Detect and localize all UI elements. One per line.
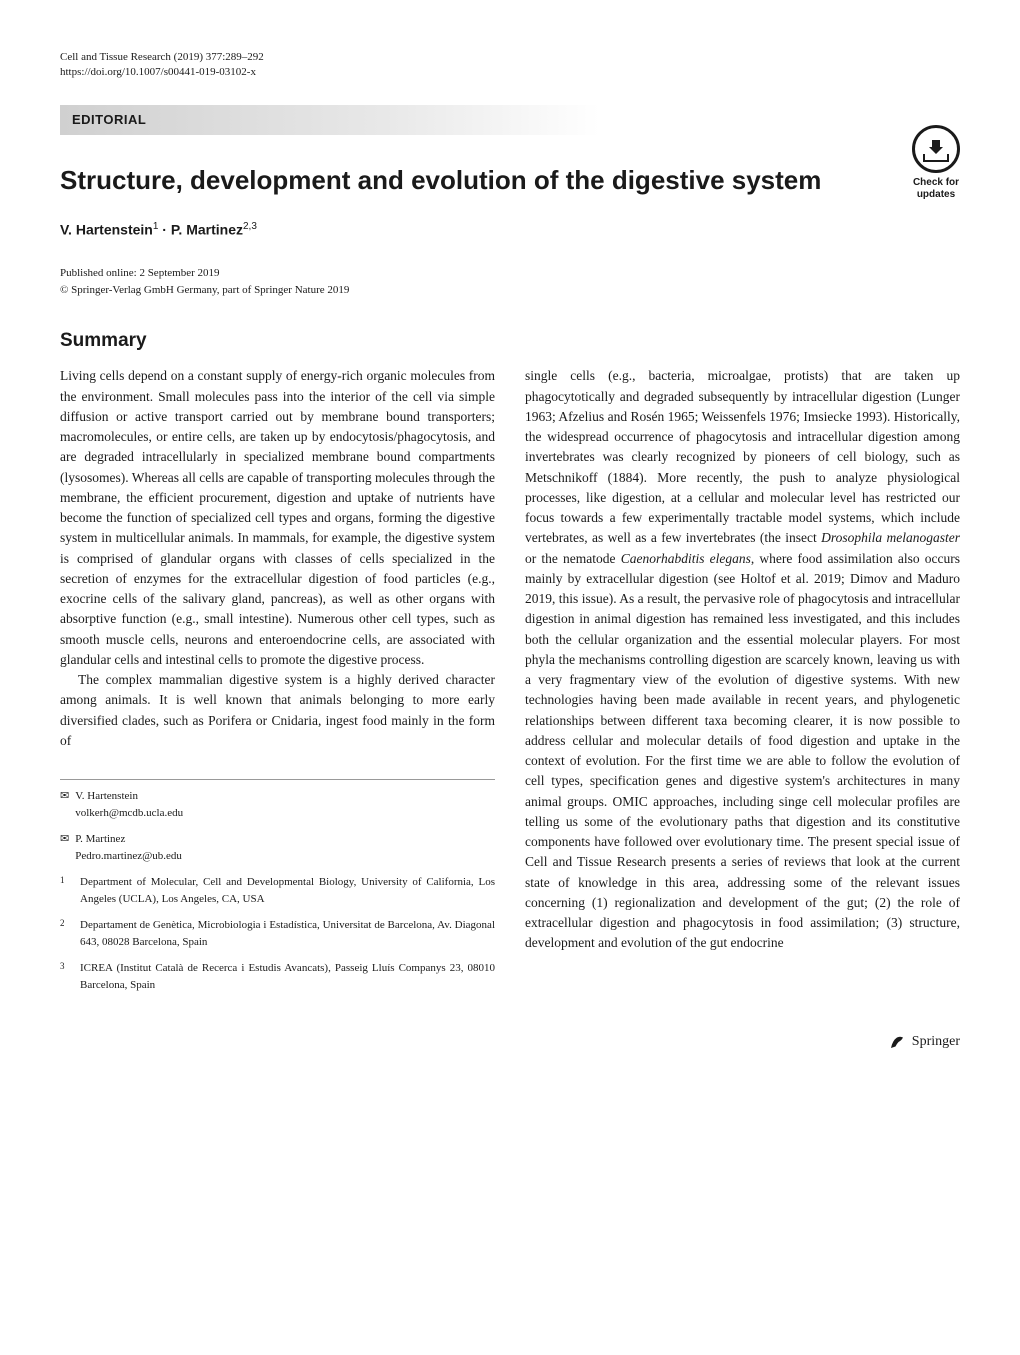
p3-species-1: Drosophila melanogaster bbox=[821, 530, 960, 545]
affiliation-2-number: 2 bbox=[60, 917, 70, 950]
affiliation-3-text: ICREA (Institut Català de Recerca i Estu… bbox=[80, 960, 495, 993]
author-1: V. Hartenstein bbox=[60, 221, 153, 237]
article-type-banner: EDITORIAL bbox=[60, 105, 600, 135]
affiliation-3: 3 ICREA (Institut Català de Recerca i Es… bbox=[60, 960, 495, 993]
affiliation-3-number: 3 bbox=[60, 960, 70, 993]
paragraph-1: Living cells depend on a constant supply… bbox=[60, 366, 495, 670]
p3-post: , where food assimilation also occurs ma… bbox=[525, 551, 960, 951]
crossmark-widget[interactable]: Check for updates bbox=[912, 125, 960, 201]
author-separator: · bbox=[158, 221, 170, 237]
corr-author-2-email[interactable]: Pedro.martinez@ub.edu bbox=[75, 848, 182, 865]
article-type-label: EDITORIAL bbox=[72, 112, 146, 127]
corresponding-author-2: ✉ P. Martinez Pedro.martinez@ub.edu bbox=[60, 831, 495, 864]
envelope-icon: ✉ bbox=[60, 831, 69, 864]
crossmark-label: Check for updates bbox=[913, 177, 959, 201]
left-column: Living cells depend on a constant supply… bbox=[60, 366, 495, 1003]
crossmark-icon bbox=[912, 125, 960, 173]
author-2-affil-sup: 2,3 bbox=[243, 221, 257, 232]
journal-issue: Cell and Tissue Research (2019) 377:289–… bbox=[60, 50, 960, 65]
p3-mid1: or the nematode bbox=[525, 551, 621, 566]
authors-line: V. Hartenstein1 · P. Martinez2,3 bbox=[60, 221, 960, 238]
right-column: single cells (e.g., bacteria, microalgae… bbox=[525, 366, 960, 1003]
author-footer: ✉ V. Hartenstein volkerh@mcdb.ucla.edu ✉… bbox=[60, 779, 495, 993]
article-title: Structure, development and evolution of … bbox=[60, 165, 892, 196]
corresponding-author-1: ✉ V. Hartenstein volkerh@mcdb.ucla.edu bbox=[60, 788, 495, 821]
copyright-line: © Springer-Verlag GmbH Germany, part of … bbox=[60, 282, 960, 299]
doi-link[interactable]: https://doi.org/10.1007/s00441-019-03102… bbox=[60, 65, 960, 80]
corr-author-1-email[interactable]: volkerh@mcdb.ucla.edu bbox=[75, 805, 183, 822]
affiliation-2: 2 Departament de Genètica, Microbiologia… bbox=[60, 917, 495, 950]
crossmark-label-line2: updates bbox=[917, 189, 955, 200]
published-online: Published online: 2 September 2019 bbox=[60, 265, 960, 282]
author-2: P. Martinez bbox=[171, 221, 243, 237]
paragraph-2: The complex mammalian digestive system i… bbox=[60, 670, 495, 751]
header-meta: Cell and Tissue Research (2019) 377:289–… bbox=[60, 50, 960, 81]
publication-info: Published online: 2 September 2019 © Spr… bbox=[60, 265, 960, 298]
affiliation-1-text: Department of Molecular, Cell and Develo… bbox=[80, 874, 495, 907]
title-row: Structure, development and evolution of … bbox=[60, 165, 960, 201]
p3-species-2: Caenorhabditis elegans bbox=[621, 551, 751, 566]
crossmark-label-line1: Check for bbox=[913, 177, 959, 188]
affiliation-2-text: Departament de Genètica, Microbiologia i… bbox=[80, 917, 495, 950]
page-footer: Springer bbox=[60, 1033, 960, 1051]
paragraph-3: single cells (e.g., bacteria, microalgae… bbox=[525, 366, 960, 953]
corr-author-2-name: P. Martinez bbox=[75, 831, 182, 848]
affiliation-1-number: 1 bbox=[60, 874, 70, 907]
body-columns: Living cells depend on a constant supply… bbox=[60, 366, 960, 1003]
springer-horse-icon bbox=[888, 1033, 906, 1051]
p3-pre: single cells (e.g., bacteria, microalgae… bbox=[525, 368, 960, 545]
publisher-name: Springer bbox=[912, 1034, 960, 1050]
envelope-icon: ✉ bbox=[60, 788, 69, 821]
corr-author-1-name: V. Hartenstein bbox=[75, 788, 183, 805]
affiliation-1: 1 Department of Molecular, Cell and Deve… bbox=[60, 874, 495, 907]
summary-heading: Summary bbox=[60, 330, 960, 352]
